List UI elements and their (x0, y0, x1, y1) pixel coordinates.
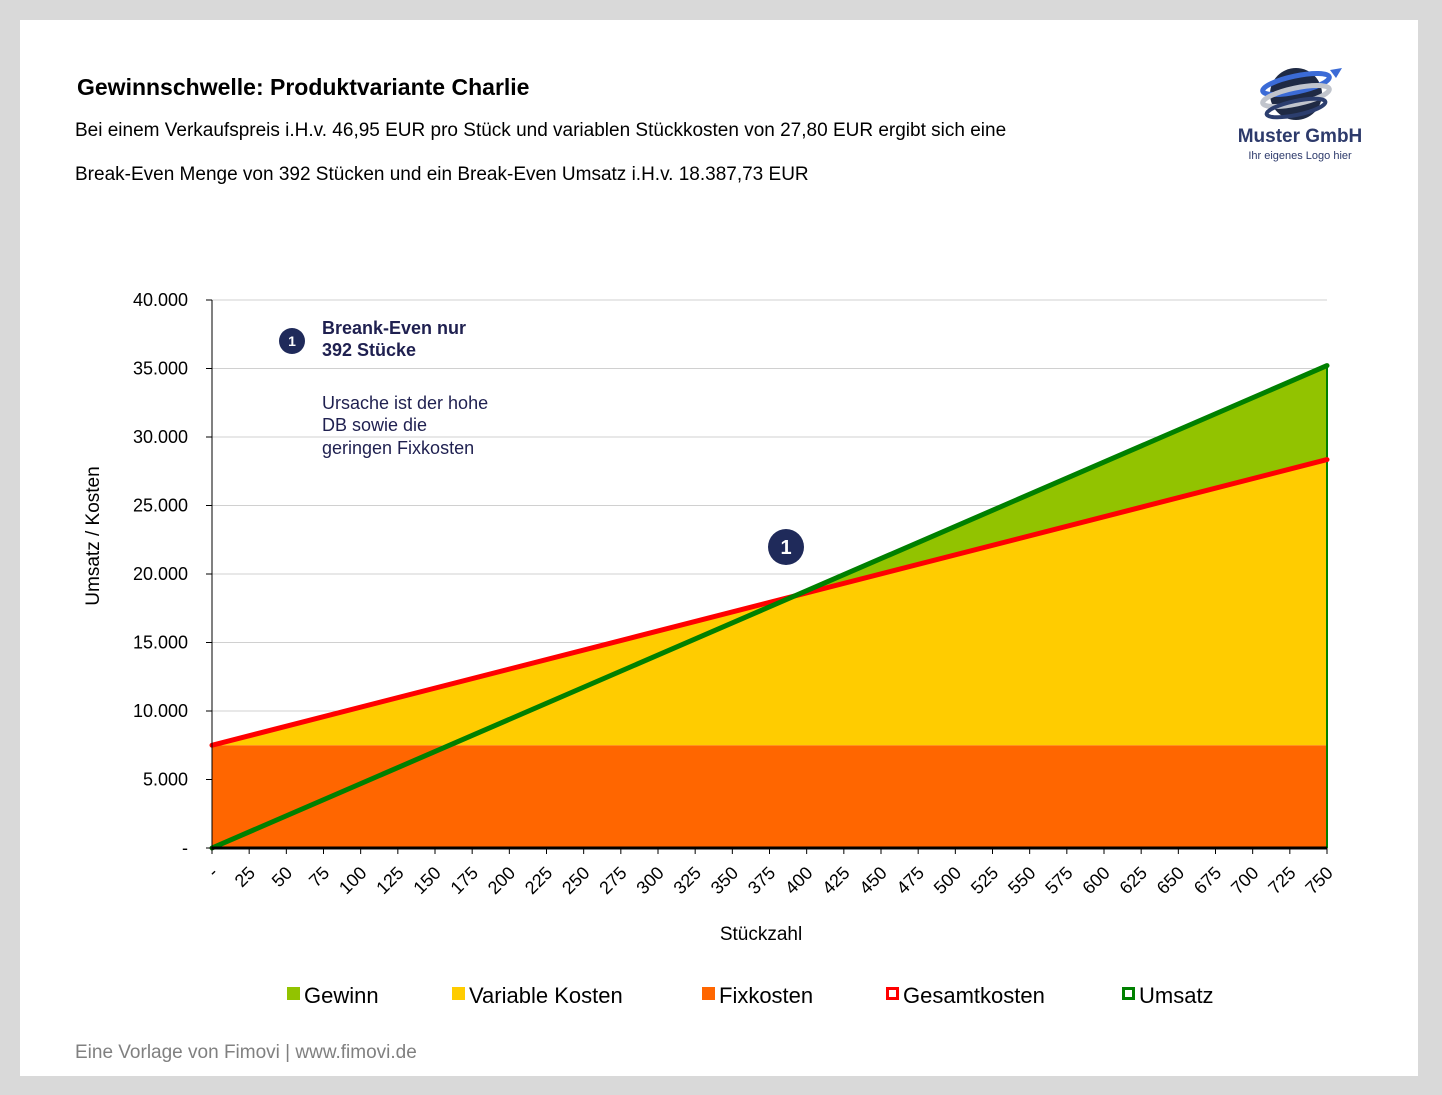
x-tick-label: 550 (1004, 863, 1039, 898)
line-gesamtkosten (209, 457, 1330, 748)
legend-swatch-umsatz (1122, 987, 1135, 1000)
chart-lines (209, 363, 1330, 851)
x-tick-label: 225 (521, 863, 556, 898)
x-tick-label: 325 (670, 863, 705, 898)
annotation-text-line-3: geringen Fixkosten (322, 438, 474, 458)
y-tick-label: 5.000 (143, 770, 188, 790)
page-title: Gewinnschwelle: Produktvariante Charlie (77, 74, 530, 100)
x-tick-label: 525 (967, 863, 1002, 898)
legend-label: Umsatz (1139, 983, 1214, 1008)
x-tick-label: 750 (1301, 863, 1336, 898)
break-even-marker: 1 (768, 529, 804, 565)
x-tick-label: - (203, 863, 221, 881)
y-tick-label: 30.000 (133, 427, 188, 447)
x-tick-label: 200 (484, 863, 519, 898)
legend-swatch-gesamtkosten (886, 987, 899, 1000)
logo-company-name: Muster GmbH (1237, 126, 1363, 147)
area-variable-kosten (212, 459, 1327, 746)
y-tick-label: - (182, 838, 188, 858)
area-fixkosten (212, 745, 1327, 848)
company-logo: Muster GmbH Ihr eigenes Logo hier (1230, 62, 1380, 172)
legend-label: Variable Kosten (469, 983, 623, 1008)
x-tick-label: 625 (1116, 863, 1151, 898)
x-tick-label: 475 (893, 863, 928, 898)
x-tick-label: 600 (1078, 863, 1113, 898)
annotation-text-line-1: Ursache ist der hohe (322, 393, 488, 413)
globe-logo-icon (1260, 68, 1342, 120)
x-tick-label: 50 (268, 863, 296, 891)
y-axis-ticks: - 5.000 10.000 15.000 20.000 25.000 30.000 35.0… (133, 290, 212, 858)
x-axis-ticks: -25 50 75 100 125 150 175 200 225 250 275 300 325 350… (203, 848, 1337, 898)
y-axis-label: Umsatz / Kosten (83, 466, 104, 605)
annotation-bold-line-1: Breank-Even nur (322, 318, 466, 338)
x-tick-label: 25 (231, 863, 259, 891)
y-tick-label: 35.000 (133, 359, 188, 379)
y-tick-label: 20.000 (133, 564, 188, 584)
legend-swatch-gewinn (287, 987, 300, 1000)
x-tick-label: 700 (1227, 863, 1262, 898)
y-tick-label: 40.000 (133, 290, 188, 310)
annotation-badge-icon (279, 328, 305, 354)
x-tick-label: 100 (335, 863, 370, 898)
break-even-badge-icon (768, 529, 804, 565)
summary-line-2: Break-Even Menge von 392 Stücken und ein… (75, 164, 809, 185)
x-tick-label: 500 (930, 863, 965, 898)
y-tick-label: 10.000 (133, 701, 188, 721)
x-tick-label: 350 (707, 863, 742, 898)
chart-legend: Gewinn Variable Kosten Fixkosten Gesamtkost… (287, 983, 1214, 1008)
legend-swatch-fixkosten (702, 987, 715, 1000)
legend-label: Gewinn (304, 983, 379, 1008)
x-tick-label: 425 (818, 863, 853, 898)
annotation-text-line-2: DB sowie die (322, 415, 427, 435)
footer-credit: Eine Vorlage von Fimovi | www.fimovi.de (75, 1042, 417, 1063)
legend-label: Fixkosten (719, 983, 813, 1008)
x-tick-label: 575 (1041, 863, 1076, 898)
x-tick-label: 375 (744, 863, 779, 898)
x-axis-label: Stückzahl (720, 924, 802, 945)
break-even-badge-number: 1 (780, 537, 791, 559)
x-tick-label: 75 (305, 863, 333, 891)
x-tick-label: 250 (558, 863, 593, 898)
annotation-bold-line-2: 392 Stücke (322, 340, 416, 360)
x-tick-label: 150 (409, 863, 444, 898)
logo-subtitle: Ihr eigenes Logo hier (1248, 150, 1352, 162)
y-tick-label: 25.000 (133, 496, 188, 516)
x-tick-label: 275 (595, 863, 630, 898)
y-tick-label: 15.000 (133, 633, 188, 653)
line-umsatz (209, 363, 1330, 851)
x-tick-label: 650 (1153, 863, 1188, 898)
x-tick-label: 175 (447, 863, 482, 898)
x-tick-label: 450 (855, 863, 890, 898)
x-tick-label: 675 (1190, 863, 1225, 898)
legend-swatch-variable-kosten (452, 987, 465, 1000)
x-tick-label: 125 (372, 863, 407, 898)
x-tick-label: 400 (781, 863, 816, 898)
x-tick-label: 725 (1264, 863, 1299, 898)
annotation-badge-number: 1 (288, 333, 296, 349)
legend-label: Gesamtkosten (903, 983, 1045, 1008)
summary-line-1: Bei einem Verkaufspreis i.H.v. 46,95 EUR… (75, 120, 1007, 141)
annotation-box: 1 Breank-Even nur 392 Stücke Ursache ist… (279, 318, 488, 458)
x-tick-label: 300 (632, 863, 667, 898)
